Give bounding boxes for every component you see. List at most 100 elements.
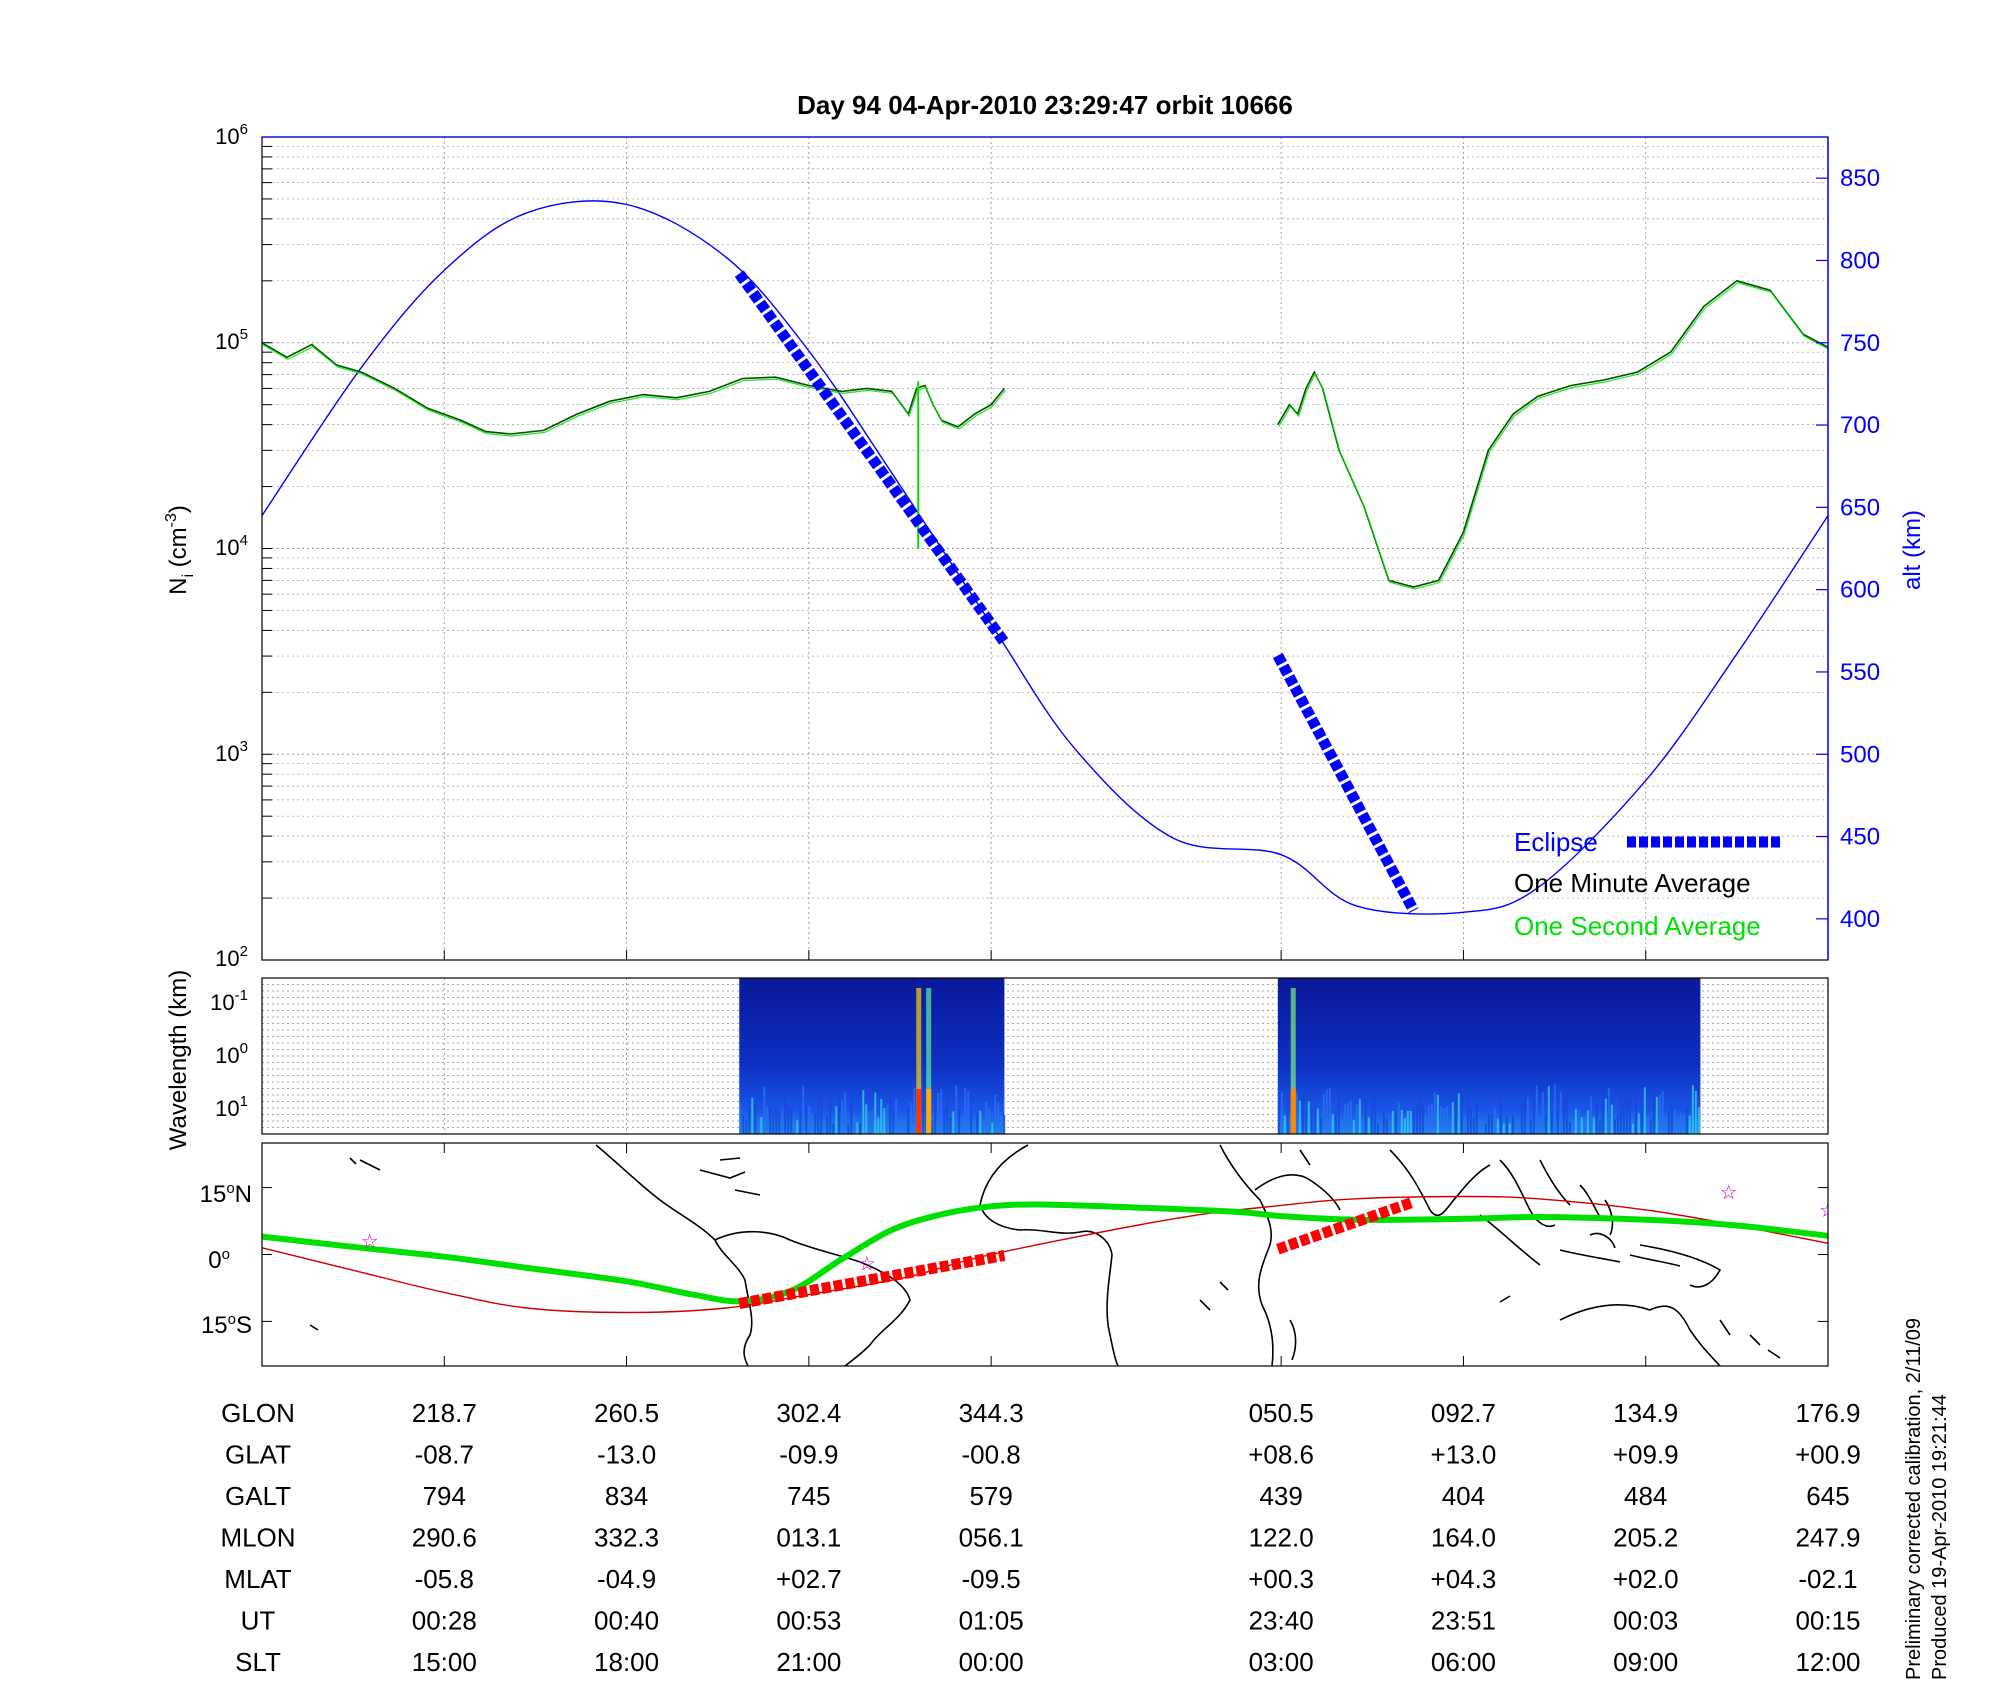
row-label: MLAT bbox=[224, 1564, 292, 1594]
spectrogram-column bbox=[862, 1090, 865, 1134]
spectrogram-column bbox=[739, 1104, 742, 1134]
spectrogram-hot-column bbox=[1290, 1089, 1296, 1134]
right-tick-label: 800 bbox=[1840, 247, 1880, 274]
spectrogram-column bbox=[820, 1094, 823, 1134]
spectrogram-column bbox=[1538, 1116, 1541, 1134]
spectrogram-column bbox=[790, 1107, 793, 1134]
row-label: MLON bbox=[220, 1523, 295, 1553]
spectrogram-column bbox=[1589, 1096, 1592, 1134]
spectrogram-column bbox=[910, 1102, 913, 1134]
spectrogram-panel: 10-1 100 101 Wavelength (km) bbox=[165, 970, 1829, 1150]
table-cell: 122.0 bbox=[1249, 1523, 1314, 1553]
spectrogram-column bbox=[1670, 1101, 1673, 1134]
spectrogram-column bbox=[1418, 1097, 1421, 1134]
spectrogram-column bbox=[1451, 1102, 1454, 1134]
spectrogram-column bbox=[865, 1104, 868, 1134]
spectrogram-column bbox=[1310, 1108, 1313, 1134]
spectrogram-column bbox=[1367, 1117, 1370, 1134]
spectrogram-column bbox=[1613, 1119, 1616, 1134]
table-cell: 218.7 bbox=[412, 1398, 477, 1428]
spectrogram-column bbox=[1541, 1092, 1544, 1134]
spectrogram-column bbox=[1487, 1114, 1490, 1134]
spectrogram-column bbox=[832, 1123, 835, 1134]
spectrogram-column bbox=[784, 1086, 787, 1134]
spectrogram-column bbox=[1295, 1092, 1298, 1134]
table-cell: +00.3 bbox=[1248, 1564, 1314, 1594]
spectrogram-column bbox=[1511, 1114, 1514, 1134]
spectrogram-column bbox=[1430, 1104, 1433, 1134]
spectrogram-column bbox=[1448, 1122, 1451, 1134]
table-cell: -09.5 bbox=[962, 1564, 1021, 1594]
table-cell: -13.0 bbox=[597, 1440, 656, 1470]
density-second-line-1 bbox=[262, 344, 1006, 437]
spectrogram-column bbox=[1352, 1120, 1355, 1134]
spectrogram-column bbox=[1331, 1114, 1334, 1134]
spectrogram-column bbox=[946, 1097, 949, 1134]
spectrogram-column bbox=[1325, 1089, 1328, 1134]
spectrogram-column bbox=[985, 1101, 988, 1134]
row-label: GLAT bbox=[225, 1440, 291, 1470]
spectrogram-column bbox=[1490, 1114, 1493, 1134]
spectrogram-column bbox=[1694, 1090, 1697, 1134]
spectrogram-column bbox=[1472, 1117, 1475, 1134]
spectrogram-hot-column bbox=[1290, 988, 1296, 1134]
spectrogram-column bbox=[742, 1114, 745, 1134]
spectrogram-column bbox=[1376, 1123, 1379, 1134]
spectrogram-column bbox=[754, 1104, 757, 1134]
legend-second-label: One Second Average bbox=[1514, 911, 1761, 941]
spectrogram-column bbox=[1508, 1123, 1511, 1134]
table-cell: +00.9 bbox=[1795, 1440, 1861, 1470]
table-cell: +13.0 bbox=[1431, 1440, 1497, 1470]
spectrogram-column bbox=[1304, 1110, 1307, 1134]
right-tick-label: 550 bbox=[1840, 659, 1880, 686]
spectrogram-column bbox=[1307, 1101, 1310, 1134]
altitude-line bbox=[262, 200, 1828, 915]
table-cell: 484 bbox=[1624, 1481, 1667, 1511]
spectrogram-column bbox=[1502, 1123, 1505, 1134]
spectrogram-column bbox=[898, 1120, 901, 1134]
table-cell: -00.8 bbox=[962, 1440, 1021, 1470]
left-tick-label: 103 bbox=[215, 738, 248, 766]
row-label: GLON bbox=[221, 1398, 295, 1428]
right-tick-label: 500 bbox=[1840, 741, 1880, 768]
spectrogram-column bbox=[859, 1123, 862, 1134]
table-cell: 332.3 bbox=[594, 1523, 659, 1553]
spectrogram-column bbox=[817, 1085, 820, 1134]
spectrogram-column bbox=[877, 1117, 880, 1134]
left-tick-label: 105 bbox=[215, 326, 248, 354]
spectrogram-column bbox=[1322, 1093, 1325, 1134]
spectrogram-column bbox=[1457, 1093, 1460, 1134]
spectrogram-column bbox=[931, 1120, 934, 1134]
spectrogram-column bbox=[1286, 1095, 1289, 1134]
spectrogram-hot-column bbox=[916, 988, 922, 1134]
table-cell: 260.5 bbox=[594, 1398, 659, 1428]
spectrogram-column bbox=[871, 1109, 874, 1134]
spectrogram-column bbox=[1604, 1098, 1607, 1134]
spectrogram-column bbox=[955, 1085, 958, 1134]
spectrogram-column bbox=[1523, 1086, 1526, 1134]
coast-arabia bbox=[1254, 1149, 1341, 1211]
spectrogram-column bbox=[892, 1110, 895, 1134]
spectrogram-column bbox=[937, 1092, 940, 1134]
spectrogram-column bbox=[1598, 1120, 1601, 1134]
spectrogram-column bbox=[748, 1107, 751, 1134]
spectrogram-column bbox=[1550, 1111, 1553, 1134]
spectrogram-column bbox=[1535, 1085, 1538, 1134]
spectrogram-column bbox=[1547, 1086, 1550, 1134]
spectrogram-column bbox=[982, 1121, 985, 1134]
legend: Eclipse One Minute Average One Second Av… bbox=[1514, 827, 1780, 941]
spectrogram-column bbox=[850, 1096, 853, 1134]
left-axis-ticks: 102 103 104 105 106 bbox=[215, 121, 248, 971]
table-cell: 056.1 bbox=[959, 1523, 1024, 1553]
table-cell: 15:00 bbox=[412, 1647, 477, 1677]
spectrogram-column bbox=[1412, 1107, 1415, 1134]
spectrogram-column bbox=[1334, 1109, 1337, 1134]
spectrogram-column bbox=[1355, 1104, 1358, 1134]
spectrogram-column bbox=[1460, 1085, 1463, 1134]
coast-africa-east bbox=[1219, 1144, 1274, 1366]
table-cell: -05.8 bbox=[415, 1564, 474, 1594]
table-cell: 290.6 bbox=[412, 1523, 477, 1553]
left-tick-label: 104 bbox=[215, 532, 248, 560]
table-cell: 09:00 bbox=[1613, 1647, 1678, 1677]
spectrogram-column bbox=[1436, 1094, 1439, 1134]
